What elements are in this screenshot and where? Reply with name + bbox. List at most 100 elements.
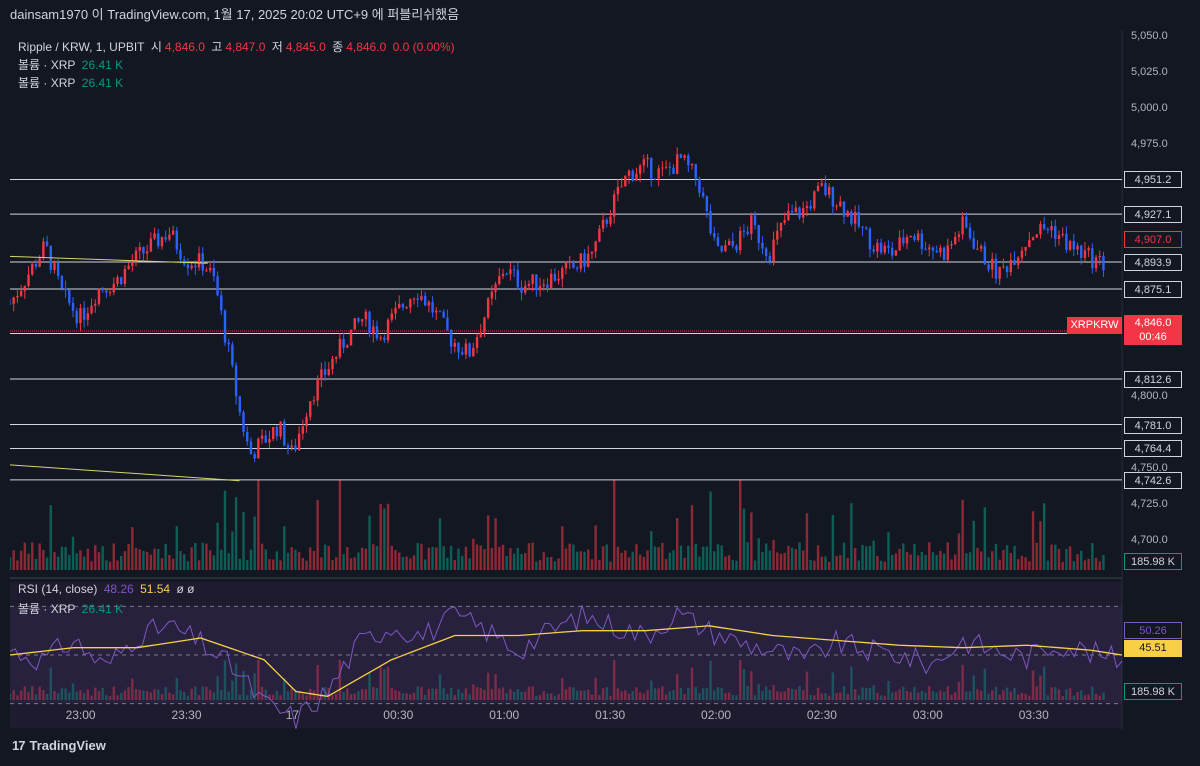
volume-bar xyxy=(772,539,775,570)
rsi-volume-bar xyxy=(635,687,638,700)
volume-bar xyxy=(579,551,583,570)
candle-body xyxy=(509,269,512,275)
candle-body xyxy=(53,263,56,270)
rsi-volume-bar xyxy=(701,688,705,700)
volume-bar xyxy=(761,552,764,570)
candle-body xyxy=(772,239,775,262)
volume-bar xyxy=(557,558,560,570)
rsi-volume-bar xyxy=(642,693,646,700)
candle-body xyxy=(283,421,286,446)
candle-body xyxy=(31,263,34,275)
candle-body xyxy=(527,283,531,286)
rsi-volume-bar xyxy=(961,664,964,700)
volume-bar xyxy=(627,557,631,570)
volume-bar xyxy=(423,559,427,570)
candle-body xyxy=(572,261,575,268)
candle-body xyxy=(709,211,712,234)
rsi-volume-bar xyxy=(260,686,264,700)
rsi-volume-bar xyxy=(138,689,141,700)
candle-body xyxy=(783,220,786,223)
rsi-volume-bar xyxy=(653,688,657,700)
rsi-volume-bar xyxy=(23,686,27,700)
rsi-volume-bar xyxy=(524,691,527,700)
rsi-volume-bar xyxy=(223,660,227,700)
rsi-volume-bar xyxy=(86,689,90,700)
volume-bar xyxy=(735,560,738,570)
rsi-ma-tag: 45.51 xyxy=(1124,640,1182,657)
candle-body xyxy=(720,245,723,252)
candle-body xyxy=(94,303,97,306)
candle-body xyxy=(861,226,864,228)
volume-bar xyxy=(928,542,931,570)
candle-body xyxy=(579,253,583,269)
candle-body xyxy=(857,211,861,227)
candle-body xyxy=(950,244,953,246)
rsi-line xyxy=(10,604,1123,729)
volume-bar xyxy=(983,507,987,570)
candle-body xyxy=(612,194,616,217)
volume-bar xyxy=(842,542,846,570)
volume-bar xyxy=(612,480,616,570)
volume-bar xyxy=(1076,554,1079,570)
rsi-volume-bar xyxy=(853,689,857,700)
current-price: 4,846.0 xyxy=(1134,317,1172,329)
volume-bar xyxy=(457,548,460,570)
candle-body xyxy=(157,233,160,247)
candle-body xyxy=(690,164,694,166)
volume-label[interactable]: 볼륨 · XRP xyxy=(18,58,76,72)
rsi-volume-bar xyxy=(538,695,542,700)
rsi-volume-bar xyxy=(713,690,716,700)
rsi-volume-bar xyxy=(186,695,190,700)
candle-body xyxy=(590,251,594,254)
volume-bar xyxy=(19,550,23,570)
candle-body xyxy=(475,337,479,348)
rsi-volume-bar xyxy=(616,688,620,700)
rsi-volume-bar xyxy=(53,691,56,700)
candle-body xyxy=(238,396,242,413)
rsi-label[interactable]: RSI (14, close) xyxy=(18,582,98,596)
rsi-volume-bar xyxy=(398,691,401,700)
volume-bar xyxy=(957,533,961,570)
volume-bar xyxy=(594,525,597,570)
rsi-volume-bar xyxy=(664,694,668,700)
candle-body xyxy=(242,412,245,433)
rsi-volume-bar xyxy=(572,687,575,700)
symbol-legend: Ripple / KRW, 1, UPBIT 시 4,846.0 고 4,847.0… xyxy=(18,38,458,55)
symbol-name[interactable]: Ripple / KRW, 1, UPBIT xyxy=(18,40,145,54)
candle-body xyxy=(331,358,334,370)
candle-body xyxy=(620,186,623,188)
candle-body xyxy=(216,276,219,296)
volume-bar xyxy=(727,555,731,570)
volume-bar xyxy=(323,544,327,570)
candle-body xyxy=(931,247,935,251)
volume-label[interactable]: 볼륨 · XRP xyxy=(18,602,76,616)
rsi-volume-bar xyxy=(342,692,345,700)
candle-body xyxy=(312,400,316,402)
rsi-volume-bar xyxy=(283,678,286,700)
candle-body xyxy=(149,238,153,252)
rsi-volume-bar xyxy=(82,693,86,700)
rsi-volume-tag: 185.98 K xyxy=(1124,683,1182,700)
candle-body xyxy=(676,154,679,174)
tradingview-brand[interactable]: 17 TradingView xyxy=(12,738,106,753)
price-chart[interactable] xyxy=(10,30,1190,730)
volume-bar xyxy=(205,543,208,570)
candle-body xyxy=(357,318,360,322)
volume-bar xyxy=(175,526,178,570)
rsi-volume-bar xyxy=(1080,690,1083,700)
rsi-volume-bar xyxy=(1042,666,1046,700)
candle-body xyxy=(520,287,523,293)
rsi-volume-bar xyxy=(312,690,316,700)
volume-label[interactable]: 볼륨 · XRP xyxy=(18,76,76,90)
volume-bar xyxy=(664,559,668,570)
rsi-volume-bar xyxy=(887,681,890,700)
rsi-volume-bar xyxy=(868,687,872,700)
volume-bar xyxy=(587,549,590,570)
volume-bar xyxy=(672,550,675,570)
rsi-volume-bar xyxy=(56,693,60,700)
rsi-volume-bar xyxy=(898,689,901,700)
rsi-volume-bar xyxy=(746,686,749,700)
volume-bar xyxy=(1057,548,1061,570)
rsi-volume-bar xyxy=(568,686,571,700)
candle-body xyxy=(127,265,130,269)
